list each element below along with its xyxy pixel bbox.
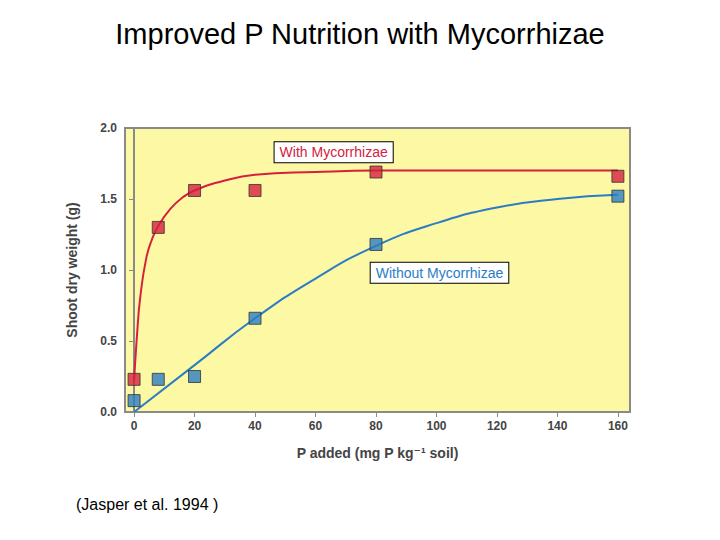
svg-text:Improved P Nutrition with Myco: Improved P Nutrition with Mycorrhizae xyxy=(115,18,604,50)
svg-text:40: 40 xyxy=(248,419,262,433)
svg-text:100: 100 xyxy=(426,419,446,433)
svg-text:60: 60 xyxy=(309,419,323,433)
svg-text:1.0: 1.0 xyxy=(100,263,117,277)
svg-text:120: 120 xyxy=(487,419,507,433)
svg-text:160: 160 xyxy=(608,419,628,433)
svg-text:Shoot dry weight (g): Shoot dry weight (g) xyxy=(64,202,80,337)
svg-text:P added (mg P kg⁻¹ soil): P added (mg P kg⁻¹ soil) xyxy=(297,445,459,461)
svg-text:140: 140 xyxy=(547,419,567,433)
svg-text:20: 20 xyxy=(188,419,202,433)
svg-text:1.5: 1.5 xyxy=(100,192,117,206)
svg-text:Without Mycorrhizae: Without Mycorrhizae xyxy=(376,265,504,281)
svg-text:0.5: 0.5 xyxy=(100,334,117,348)
svg-text:0.0: 0.0 xyxy=(100,405,117,419)
svg-text:0: 0 xyxy=(131,419,138,433)
svg-text:80: 80 xyxy=(369,419,383,433)
svg-text:With Mycorrhizae: With Mycorrhizae xyxy=(280,144,388,160)
svg-text:(Jasper et al. 1994 ): (Jasper et al. 1994 ) xyxy=(76,496,218,513)
svg-text:2.0: 2.0 xyxy=(100,121,117,135)
